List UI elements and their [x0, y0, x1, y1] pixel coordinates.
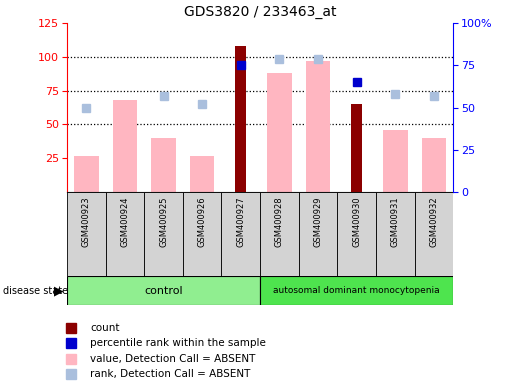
Text: GSM400925: GSM400925 — [159, 196, 168, 247]
Text: GSM400927: GSM400927 — [236, 196, 245, 247]
Text: GSM400926: GSM400926 — [198, 196, 207, 247]
Bar — [351, 104, 362, 192]
Bar — [67, 192, 106, 276]
Bar — [144, 192, 183, 276]
Text: GSM400932: GSM400932 — [430, 196, 438, 247]
Text: GSM400929: GSM400929 — [314, 196, 322, 247]
Text: GSM400923: GSM400923 — [82, 196, 91, 247]
Bar — [151, 138, 176, 192]
Bar — [221, 192, 260, 276]
Bar — [67, 276, 260, 305]
Text: rank, Detection Call = ABSENT: rank, Detection Call = ABSENT — [90, 369, 250, 379]
Bar — [112, 100, 137, 192]
Text: GSM400931: GSM400931 — [391, 196, 400, 247]
Bar — [74, 156, 99, 192]
Bar — [260, 192, 299, 276]
Text: GSM400924: GSM400924 — [121, 196, 129, 247]
Bar — [267, 73, 291, 192]
Bar — [260, 276, 453, 305]
Bar — [183, 192, 221, 276]
Bar — [305, 61, 331, 192]
Bar — [106, 192, 144, 276]
Text: percentile rank within the sample: percentile rank within the sample — [90, 338, 266, 348]
Bar — [383, 130, 408, 192]
Bar — [421, 138, 446, 192]
Text: value, Detection Call = ABSENT: value, Detection Call = ABSENT — [90, 354, 255, 364]
Text: GSM400930: GSM400930 — [352, 196, 361, 247]
Title: GDS3820 / 233463_at: GDS3820 / 233463_at — [184, 5, 336, 19]
Bar — [415, 192, 453, 276]
Text: ▶: ▶ — [55, 285, 64, 297]
Bar — [376, 192, 415, 276]
Bar — [190, 156, 214, 192]
Text: GSM400928: GSM400928 — [275, 196, 284, 247]
Bar — [235, 46, 246, 192]
Text: control: control — [144, 286, 183, 296]
Text: disease state: disease state — [3, 286, 67, 296]
Bar — [299, 192, 337, 276]
Text: autosomal dominant monocytopenia: autosomal dominant monocytopenia — [273, 286, 440, 295]
Bar — [337, 192, 376, 276]
Text: count: count — [90, 323, 119, 333]
